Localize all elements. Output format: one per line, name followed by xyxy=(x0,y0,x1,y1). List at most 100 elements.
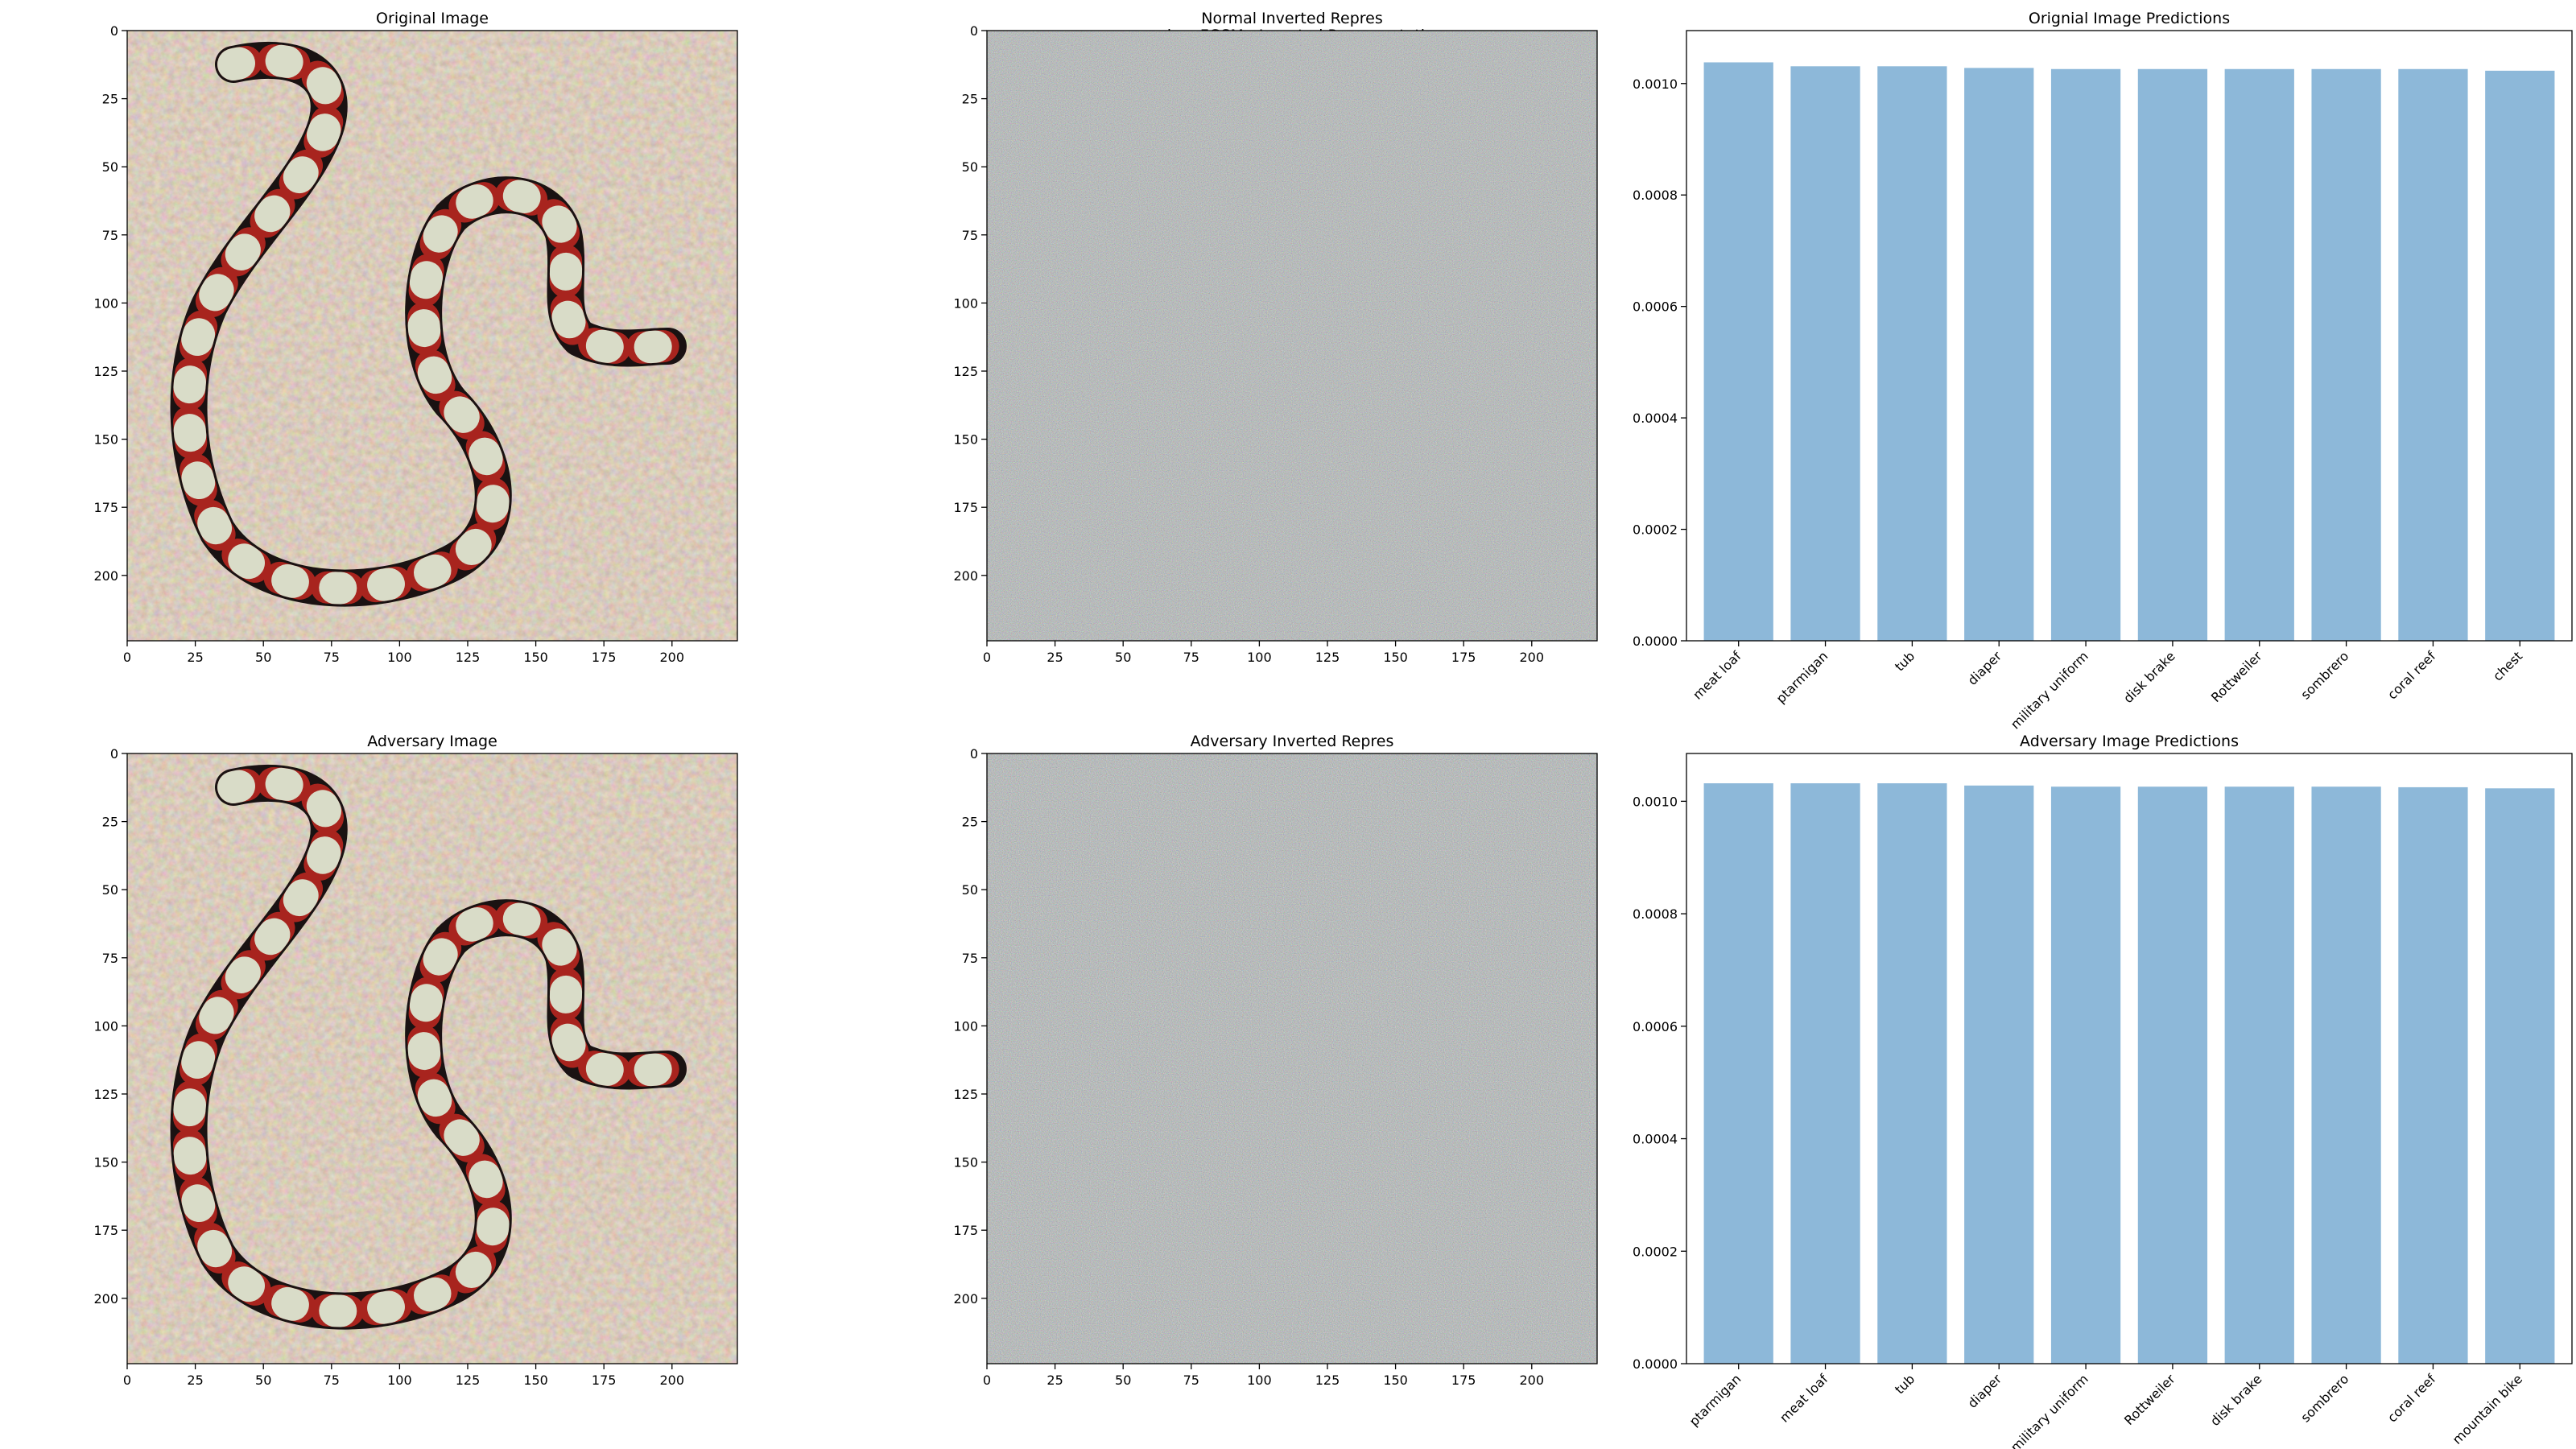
x-axis-ticks: 0 25 50 75 100 125 150 175 200 xyxy=(123,641,684,665)
category-label: chest xyxy=(2490,648,2525,683)
category-label: military uniform xyxy=(2008,1371,2091,1449)
x-axis-ticks: 0 25 50 75 100 125 150 175 200 xyxy=(983,641,1544,665)
panel-adversary-image: Adversary Image 0 25 50 75 100 125 150 175 200 0… xyxy=(93,733,738,1388)
category-label: tub xyxy=(1892,1371,1918,1397)
bar xyxy=(2137,786,2208,1364)
y-tick-label: 200 xyxy=(953,568,978,584)
y-tick-label: 25 xyxy=(962,92,978,107)
x-tick-label: 25 xyxy=(1046,650,1063,665)
x-tick-label: 125 xyxy=(456,1373,481,1388)
x-tick-label: 100 xyxy=(1247,1373,1272,1388)
y-tick-label: 0.0002 xyxy=(1633,522,1678,538)
x-tick-label: 25 xyxy=(187,650,203,665)
bar xyxy=(2311,786,2381,1364)
x-tick-label: 200 xyxy=(1520,650,1545,665)
chart-title: Adversary Image Predictions xyxy=(2020,733,2239,750)
y-tick-label: 150 xyxy=(953,432,978,448)
category-label: sombrero xyxy=(2297,648,2351,702)
category-label: disk brake xyxy=(2207,1371,2265,1429)
bar xyxy=(2485,70,2555,642)
x-tick-label: 150 xyxy=(1383,1373,1408,1388)
y-tick-label: 0.0004 xyxy=(1633,1132,1678,1147)
x-tick-label: 200 xyxy=(660,650,685,665)
category-label: mountain bike xyxy=(2450,1371,2525,1447)
y-tick-label: 50 xyxy=(962,882,978,898)
panel-original-image: Original Image 0 25 50 75 100 125 150 175 200 0 2… xyxy=(93,10,738,665)
bar xyxy=(2137,68,2208,641)
axes-frame xyxy=(1686,753,2573,1364)
bar xyxy=(2311,68,2381,641)
x-tick-label: 175 xyxy=(1451,650,1476,665)
bar xyxy=(2398,786,2468,1364)
x-tick-label: 75 xyxy=(324,650,340,665)
panel-title: Adversary Image xyxy=(367,733,497,750)
y-tick-label: 0 xyxy=(970,23,978,39)
category-label: disk brake xyxy=(2120,648,2178,706)
x-tick-label: 150 xyxy=(1383,650,1408,665)
y-tick-label: 0.0008 xyxy=(1633,188,1678,203)
x-tick-label: 150 xyxy=(523,1373,548,1388)
panel-title: Adversary Inverted Repres xyxy=(1191,733,1394,750)
y-tick-label: 0.0002 xyxy=(1633,1244,1678,1259)
x-tick-label: 50 xyxy=(255,1373,271,1388)
x-tick-label: 75 xyxy=(1183,1373,1199,1388)
y-tick-label: 0.0004 xyxy=(1633,411,1678,426)
y-tick-label: 100 xyxy=(93,1018,118,1034)
category-label: meat loaf xyxy=(1777,1371,1831,1426)
y-tick-label: 100 xyxy=(93,295,118,311)
axes-frame xyxy=(986,753,1598,1364)
x-tick-label: 50 xyxy=(1115,1373,1131,1388)
bar xyxy=(1877,783,1947,1364)
y-tick-label: 200 xyxy=(953,1291,978,1307)
x-tick-label: 25 xyxy=(1046,1373,1063,1388)
x-tick-label: 0 xyxy=(983,650,991,665)
y-axis-ticks: 0 25 50 75 100 125 150 175 200 xyxy=(93,23,127,584)
bar xyxy=(2050,68,2121,641)
bar xyxy=(2050,786,2121,1364)
y-tick-label: 0 xyxy=(110,746,118,762)
axes-frame xyxy=(126,30,738,642)
x-tick-label: 50 xyxy=(255,650,271,665)
bar-chart-original-predictions: Orignial Image Predictions meat loaf ptarm… xyxy=(1633,10,2573,732)
panel-normal-inverted: Normal Inverted Repres 0 25 50 75 100 125 150 1… xyxy=(953,10,1598,665)
y-tick-label: 125 xyxy=(93,364,118,379)
x-tick-label: 25 xyxy=(187,1373,203,1388)
y-tick-label: 150 xyxy=(93,1155,118,1170)
x-tick-label: 175 xyxy=(592,650,617,665)
bar xyxy=(1877,66,1947,641)
axes-frame xyxy=(126,753,738,1364)
x-tick-label: 75 xyxy=(324,1373,340,1388)
y-tick-label: 0.0008 xyxy=(1633,906,1678,922)
y-tick-label: 75 xyxy=(962,228,978,243)
y-tick-label: 75 xyxy=(102,951,118,966)
bar xyxy=(2485,788,2555,1364)
axes-frame xyxy=(986,30,1598,642)
y-tick-label: 175 xyxy=(953,1223,978,1238)
y-tick-label: 200 xyxy=(93,1291,118,1307)
x-axis-ticks: 0 25 50 75 100 125 150 175 200 xyxy=(123,1364,684,1388)
y-tick-label: 0.0010 xyxy=(1633,76,1678,92)
y-tick-label: 150 xyxy=(93,432,118,448)
bar xyxy=(1703,783,1773,1364)
y-tick-label: 75 xyxy=(962,951,978,966)
noise-image xyxy=(987,753,1597,1364)
bar xyxy=(1790,783,1860,1364)
y-tick-label: 200 xyxy=(93,568,118,584)
category-label: ptarmigan xyxy=(1686,1371,1744,1429)
x-tick-label: 50 xyxy=(1115,650,1131,665)
category-label: coral reef xyxy=(2384,1371,2438,1425)
y-tick-label: 50 xyxy=(962,159,978,175)
y-tick-label: 175 xyxy=(93,1223,118,1238)
panel-adversary-inverted: Adversary Inverted Repres 0 25 50 75 100 125 1… xyxy=(953,733,1598,1388)
y-tick-label: 100 xyxy=(953,1018,978,1034)
y-tick-label: 125 xyxy=(953,364,978,379)
y-tick-label: 0.0000 xyxy=(1633,634,1678,649)
y-tick-label: 25 xyxy=(102,815,118,830)
category-label: coral reef xyxy=(2384,648,2438,702)
y-tick-label: 0.0000 xyxy=(1633,1356,1678,1372)
bar xyxy=(2224,786,2294,1364)
y-tick-label: 0 xyxy=(110,23,118,39)
panel-title: Original Image xyxy=(376,10,489,27)
y-tick-label: 125 xyxy=(953,1087,978,1102)
